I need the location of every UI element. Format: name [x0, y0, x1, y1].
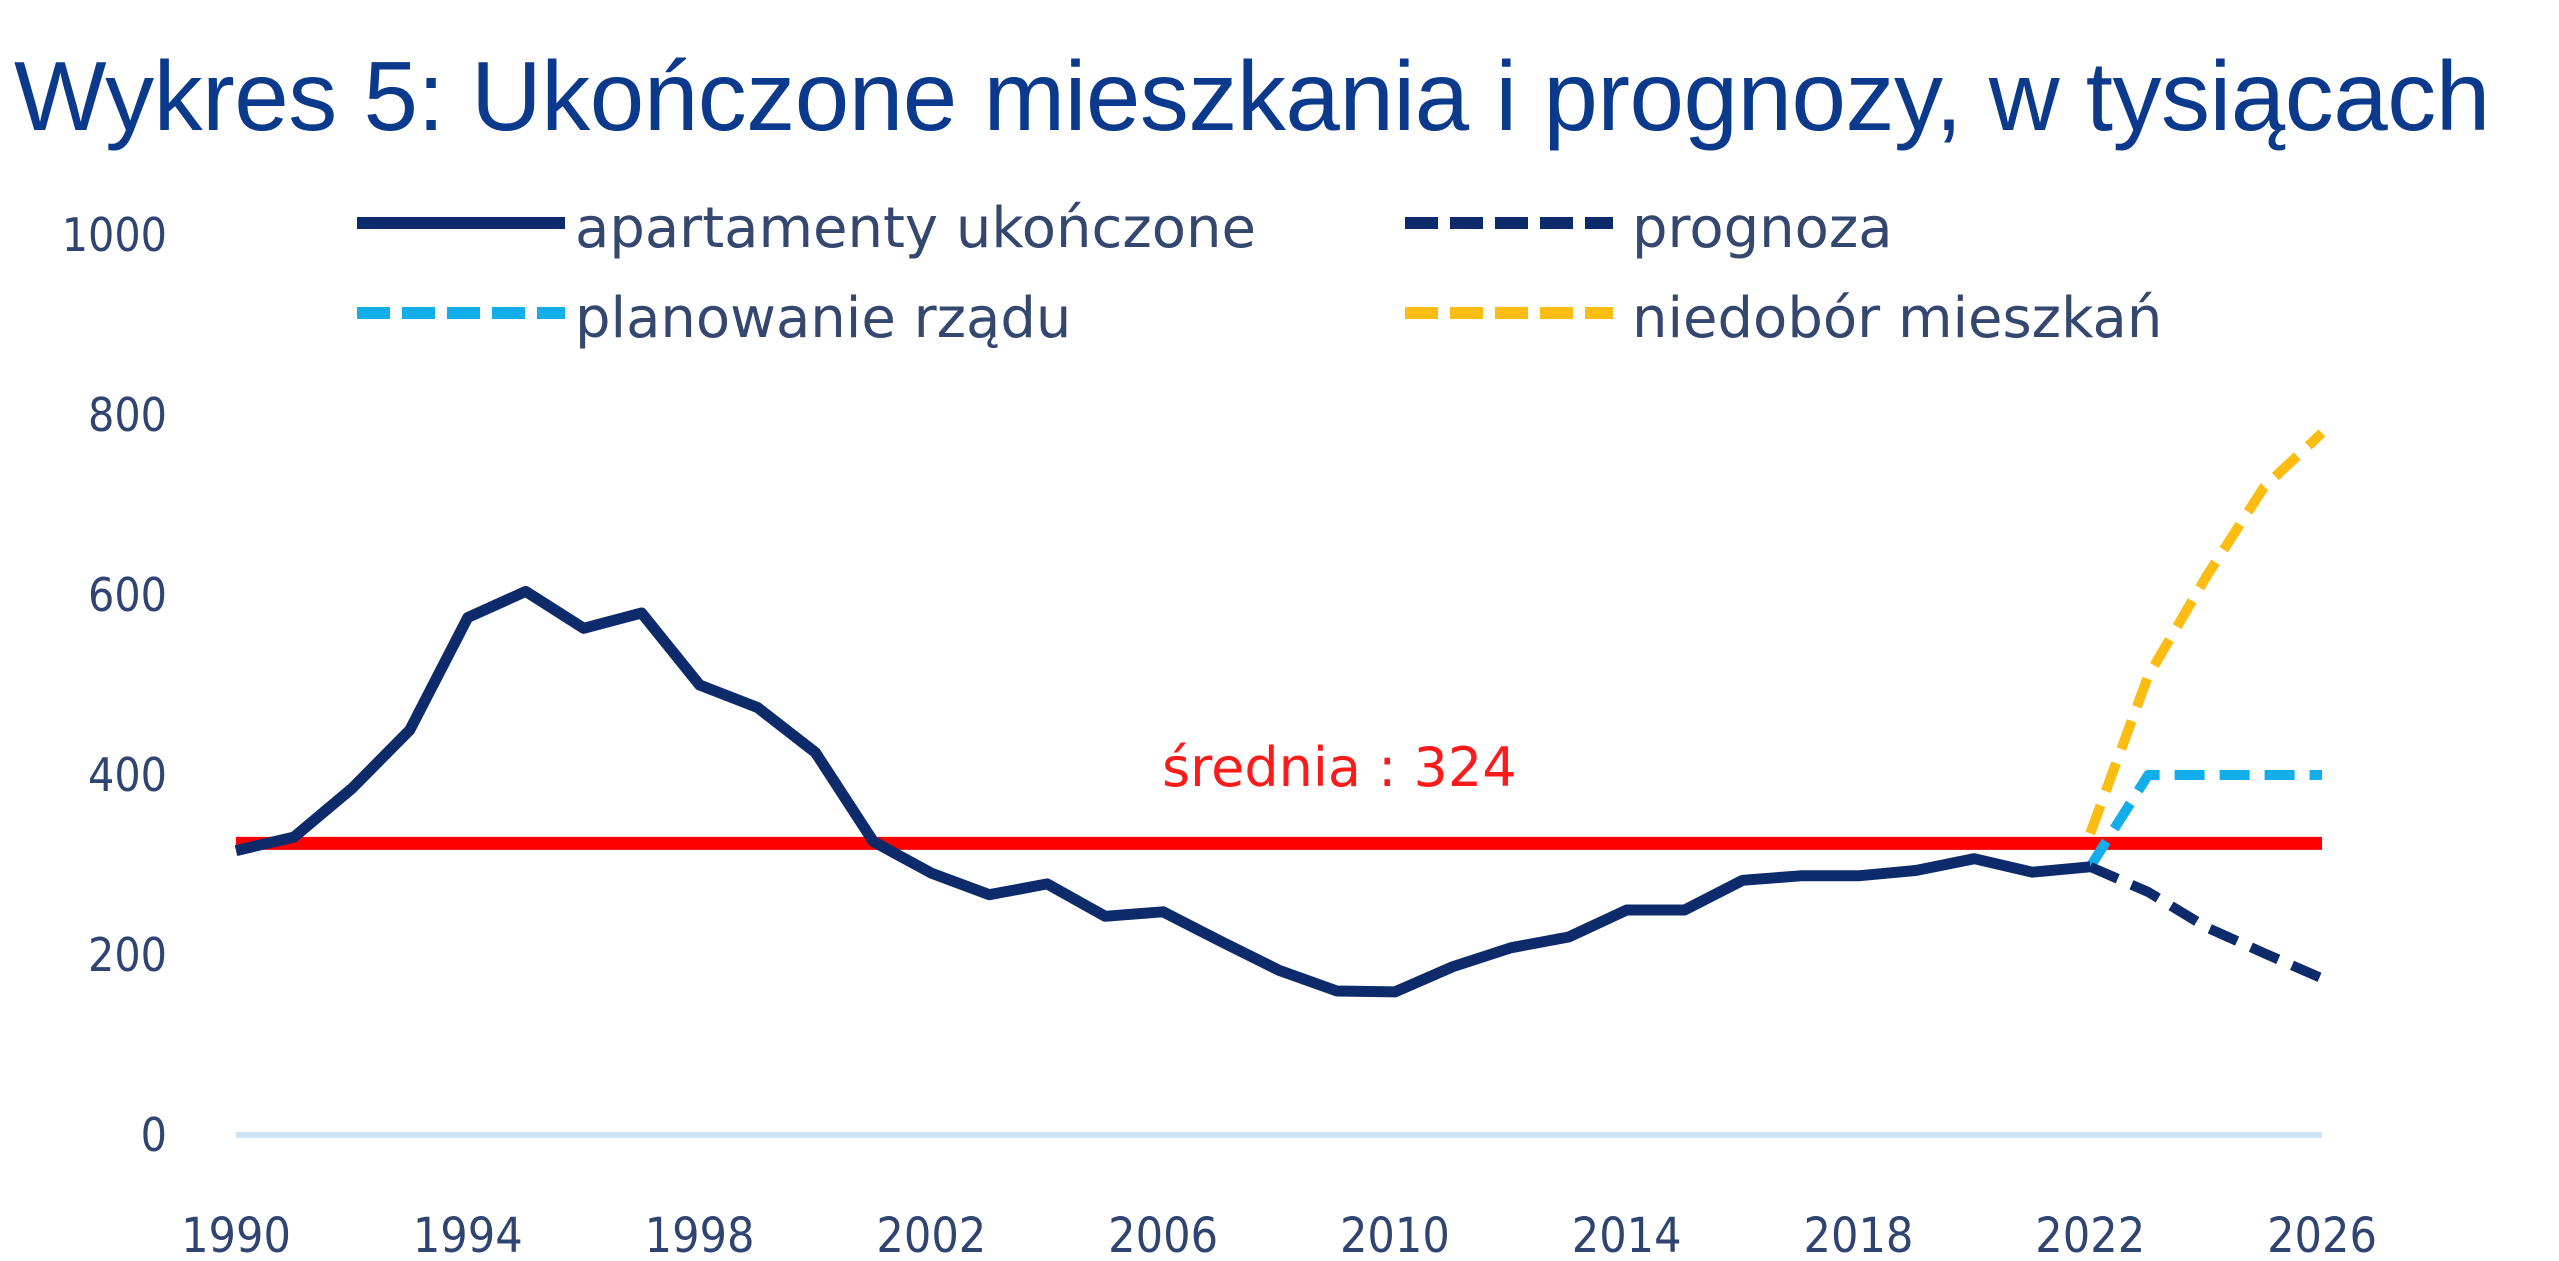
- x-tick-label: 1998: [645, 1208, 755, 1261]
- x-tick-label: 2010: [1340, 1208, 1450, 1261]
- y-tick-label: 200: [88, 928, 167, 982]
- x-tick-label: 2022: [2035, 1208, 2145, 1261]
- series-prognoza: [2088, 862, 2324, 983]
- series-apartamenty-ukończone: [234, 585, 2091, 998]
- x-tick-label: 2002: [876, 1208, 986, 1261]
- series-lines: [234, 429, 2326, 998]
- x-tick-label: 1994: [413, 1208, 523, 1261]
- series-planowanie-rządu: [2085, 770, 2322, 870]
- x-tick-label: 2018: [1804, 1208, 1914, 1261]
- average-label: średnia : 324: [1162, 736, 1517, 799]
- x-tick-label: 2006: [1108, 1208, 1218, 1261]
- y-tick-label: 400: [88, 748, 167, 802]
- series-niedobór-mieszkań: [2085, 429, 2326, 836]
- y-tick-label: 600: [88, 568, 167, 622]
- legend-label: niedobór mieszkań: [1632, 286, 2162, 351]
- y-tick-label: 800: [88, 388, 167, 442]
- legend-label: planowanie rządu: [575, 286, 1071, 351]
- y-axis-labels: 0 200 400 600 800 1000: [62, 208, 167, 1162]
- legend: apartamenty ukończone prognoza planowanie …: [357, 196, 2162, 351]
- x-tick-label: 2014: [1572, 1208, 1682, 1261]
- legend-label: prognoza: [1632, 196, 1893, 261]
- legend-label: apartamenty ukończone: [575, 196, 1256, 261]
- y-tick-label: 0: [141, 1108, 167, 1162]
- chart-title: Wykres 5: Ukończone mieszkania i prognoz…: [14, 41, 2490, 151]
- y-tick-label: 1000: [62, 208, 167, 262]
- x-axis-labels: 1990 1994 1998 2002 2006 2010 2014 2018 2022 2026: [181, 1208, 2377, 1261]
- x-tick-label: 2026: [2267, 1208, 2377, 1261]
- x-tick-label: 1990: [181, 1208, 291, 1261]
